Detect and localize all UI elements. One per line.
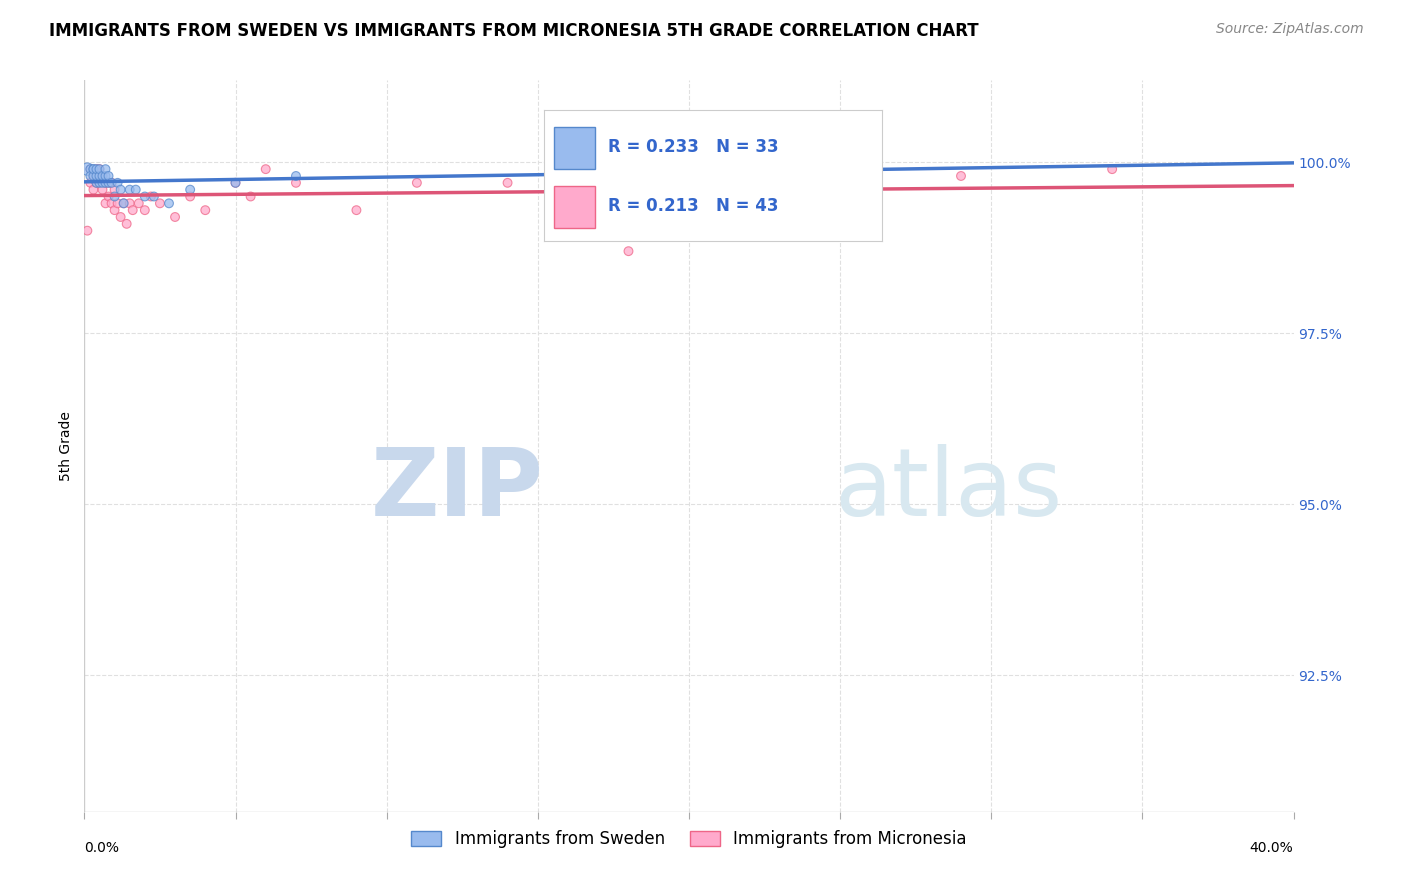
Point — [179, 189, 201, 203]
Point — [115, 217, 138, 231]
Point — [86, 162, 108, 177]
Text: IMMIGRANTS FROM SWEDEN VS IMMIGRANTS FROM MICRONESIA 5TH GRADE CORRELATION CHART: IMMIGRANTS FROM SWEDEN VS IMMIGRANTS FRO… — [49, 22, 979, 40]
Point — [125, 183, 148, 197]
Point — [285, 169, 308, 183]
Point — [94, 169, 117, 183]
Point — [165, 210, 187, 224]
Point — [100, 176, 122, 190]
Point — [110, 183, 132, 197]
Point — [194, 203, 217, 218]
Point — [89, 169, 111, 183]
Point — [97, 176, 120, 190]
Point — [104, 203, 127, 218]
Point — [107, 196, 129, 211]
Point — [496, 176, 519, 190]
Point — [94, 162, 117, 177]
Point — [142, 189, 165, 203]
Point — [1101, 162, 1123, 177]
Text: ZIP: ZIP — [371, 444, 544, 536]
Point — [112, 196, 135, 211]
Point — [79, 169, 101, 183]
Text: Source: ZipAtlas.com: Source: ZipAtlas.com — [1216, 22, 1364, 37]
Point — [149, 196, 172, 211]
Point — [82, 162, 104, 177]
Point — [134, 203, 156, 218]
Point — [346, 203, 368, 218]
Y-axis label: 5th Grade: 5th Grade — [59, 411, 73, 481]
Point — [157, 196, 180, 211]
Point — [104, 189, 127, 203]
Point — [118, 183, 141, 197]
Point — [76, 224, 98, 238]
Point — [82, 183, 104, 197]
Point — [179, 183, 201, 197]
Point — [134, 189, 156, 203]
Point — [112, 196, 135, 211]
Point — [121, 203, 143, 218]
Point — [709, 155, 731, 169]
Point — [100, 196, 122, 211]
Point — [225, 176, 247, 190]
Point — [239, 189, 262, 203]
Text: 0.0%: 0.0% — [84, 841, 120, 855]
Point — [225, 176, 247, 190]
Point — [79, 162, 101, 177]
Point — [86, 176, 108, 190]
Point — [100, 176, 122, 190]
Point — [285, 176, 308, 190]
Point — [406, 176, 429, 190]
Point — [89, 162, 111, 177]
Point — [89, 162, 111, 177]
Point — [86, 162, 108, 177]
Point — [950, 169, 973, 183]
Point — [86, 176, 108, 190]
Point — [617, 244, 640, 259]
Text: 40.0%: 40.0% — [1250, 841, 1294, 855]
Point — [91, 169, 114, 183]
Point — [82, 169, 104, 183]
Text: atlas: atlas — [834, 444, 1063, 536]
Point — [94, 176, 117, 190]
Point — [91, 183, 114, 197]
Point — [76, 162, 98, 177]
Point — [118, 196, 141, 211]
Point — [89, 176, 111, 190]
Point — [82, 162, 104, 177]
Point — [110, 210, 132, 224]
Point — [97, 189, 120, 203]
Point — [91, 169, 114, 183]
Point — [128, 196, 150, 211]
Point — [79, 176, 101, 190]
Point — [94, 176, 117, 190]
Point — [97, 169, 120, 183]
Point — [86, 169, 108, 183]
Point — [79, 162, 101, 177]
Point — [738, 183, 761, 197]
Point — [94, 196, 117, 211]
Point — [254, 162, 277, 177]
Legend: Immigrants from Sweden, Immigrants from Micronesia: Immigrants from Sweden, Immigrants from … — [405, 823, 973, 855]
Point — [107, 176, 129, 190]
Point — [89, 176, 111, 190]
Point — [82, 169, 104, 183]
Point — [97, 176, 120, 190]
Point — [91, 176, 114, 190]
Point — [104, 183, 127, 197]
Point — [139, 189, 162, 203]
